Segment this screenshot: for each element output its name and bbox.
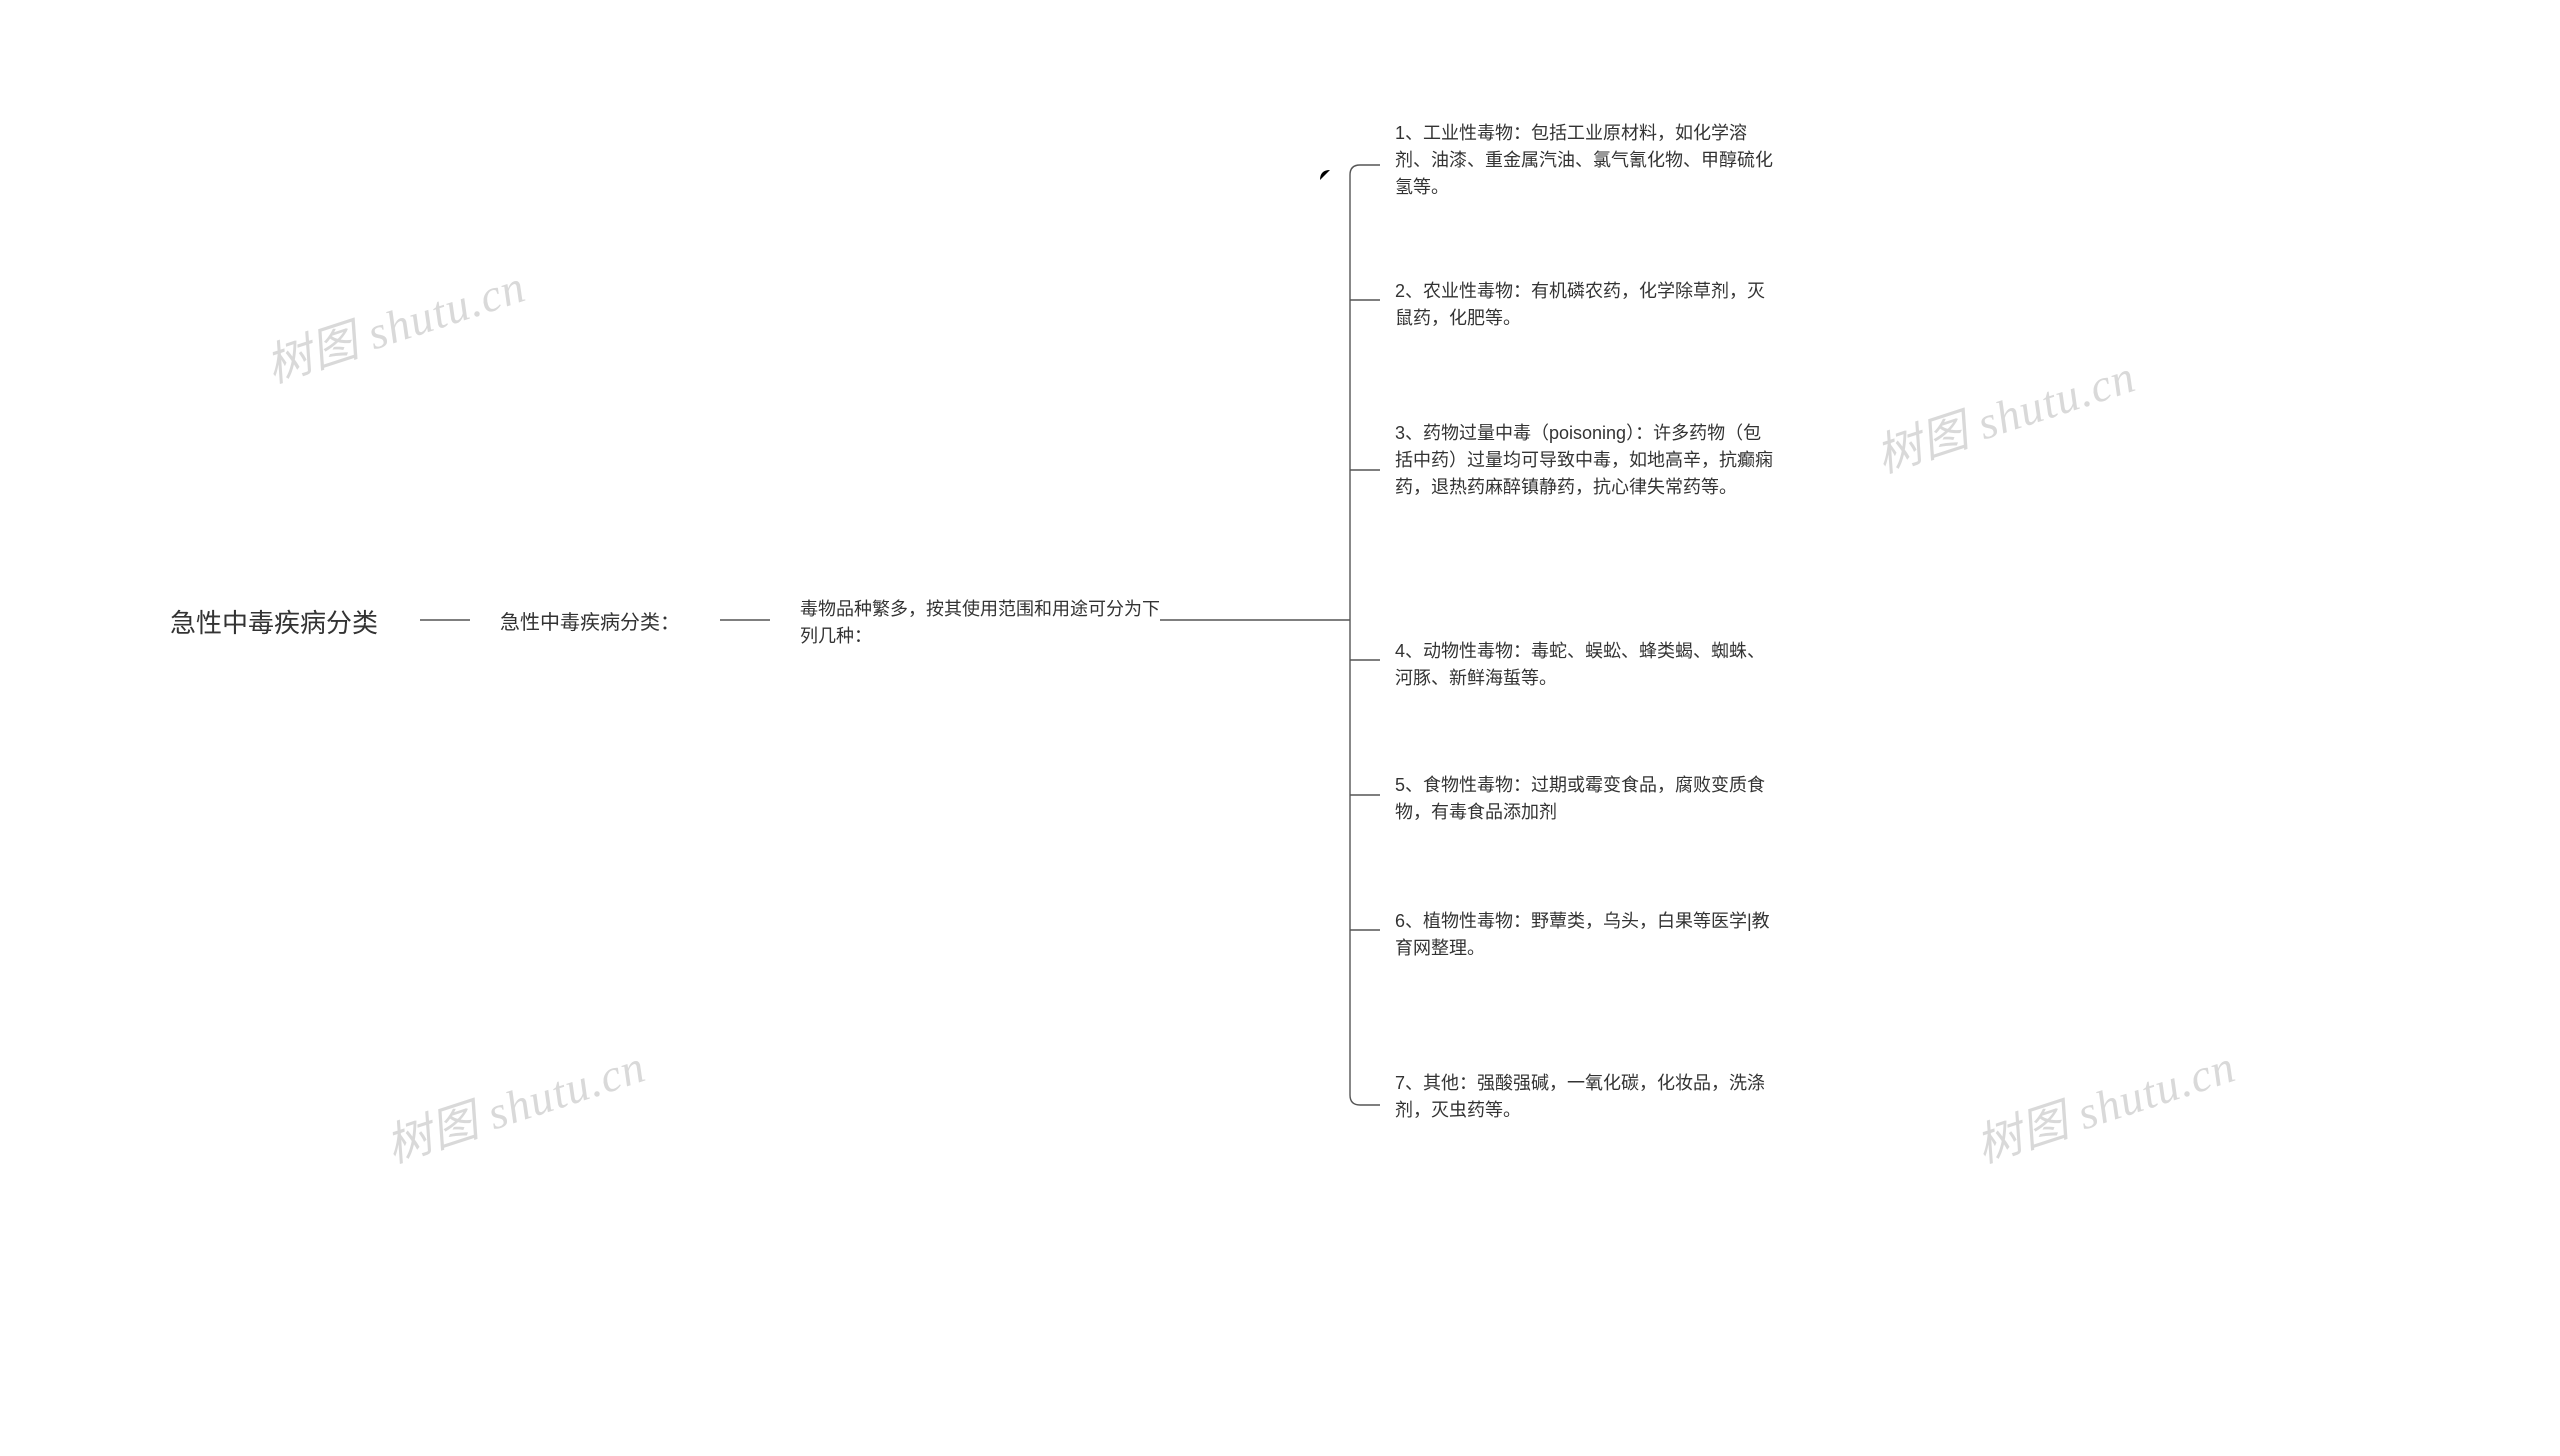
leaf-node-2: 2、农业性毒物：有机磷农药，化学除草剂，灭鼠药，化肥等。 <box>1395 278 1775 332</box>
leaf-node-1: 1、工业性毒物：包括工业原材料，如化学溶剂、油漆、重金属汽油、氯气氰化物、甲醇硫… <box>1395 120 1775 201</box>
level3-node: 毒物品种繁多，按其使用范围和用途可分为下列几种： <box>800 596 1160 650</box>
leaf-node-6: 6、植物性毒物：野蕈类，乌头，白果等医学|教育网整理。 <box>1395 908 1775 962</box>
leaf-node-3: 3、药物过量中毒（poisoning）：许多药物（包括中药）过量均可导致中毒，如… <box>1395 420 1775 501</box>
level2-node: 急性中毒疾病分类： <box>500 608 680 638</box>
leaf-node-7: 7、其他：强酸强碱，一氧化碳，化妆品，洗涤剂，灭虫药等。 <box>1395 1070 1775 1124</box>
watermark: 树图 shutu.cn <box>256 250 532 396</box>
diagram-canvas: 树图 shutu.cn 树图 shutu.cn 树图 shutu.cn 树图 s… <box>0 0 2560 1456</box>
watermark: 树图 shutu.cn <box>1966 1030 2242 1176</box>
leaf-node-5: 5、食物性毒物：过期或霉变食品，腐败变质食物，有毒食品添加剂 <box>1395 772 1775 826</box>
connector-lines <box>0 0 2560 1456</box>
leaf-node-4: 4、动物性毒物：毒蛇、蜈蚣、蜂类蝎、蜘蛛、河豚、新鲜海蜇等。 <box>1395 638 1775 692</box>
watermark: 树图 shutu.cn <box>376 1030 652 1176</box>
root-node: 急性中毒疾病分类 <box>170 604 378 643</box>
watermark: 树图 shutu.cn <box>1866 340 2142 486</box>
